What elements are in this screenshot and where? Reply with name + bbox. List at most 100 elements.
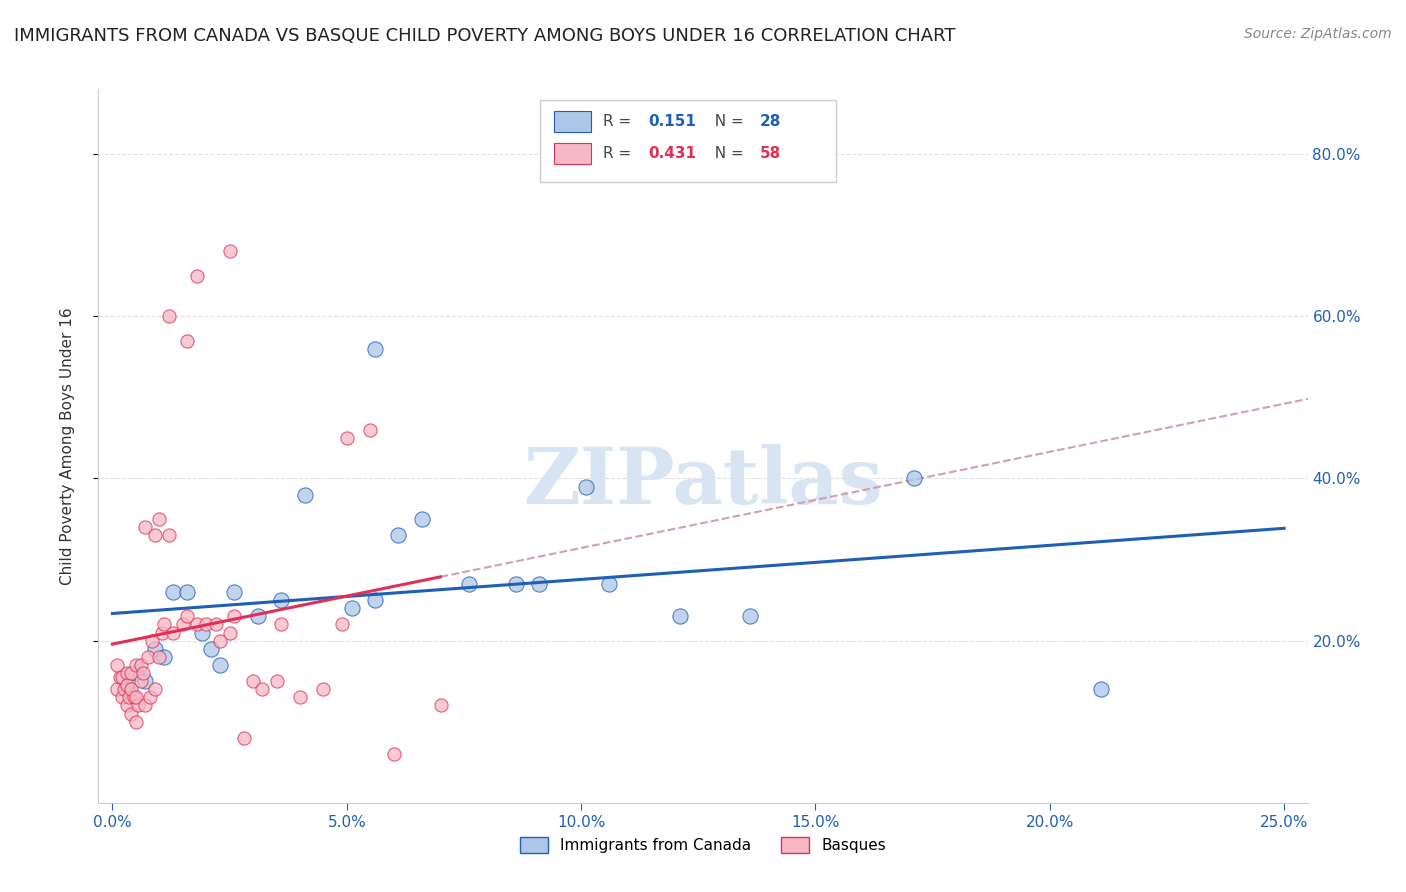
Point: [1090, 682, 1112, 697]
Point: [125, 690, 148, 705]
Point: [139, 690, 162, 705]
Point: [153, 617, 176, 632]
Point: [457, 577, 479, 591]
Point: [270, 593, 292, 607]
Point: [176, 585, 198, 599]
Point: [186, 617, 208, 632]
Point: [132, 666, 155, 681]
Point: [195, 617, 218, 632]
Point: [125, 666, 148, 681]
Point: [429, 698, 451, 713]
Point: [120, 666, 142, 681]
Point: [134, 520, 156, 534]
Point: [340, 601, 363, 615]
Point: [111, 690, 134, 705]
Point: [224, 585, 246, 599]
Point: [157, 528, 180, 542]
Legend: Immigrants from Canada, Basques: Immigrants from Canada, Basques: [515, 831, 891, 859]
Point: [120, 682, 142, 697]
Point: [312, 682, 335, 697]
Point: [218, 244, 240, 259]
Point: [118, 690, 141, 705]
Point: [204, 617, 226, 632]
Point: [575, 479, 598, 493]
Point: [270, 617, 292, 632]
FancyBboxPatch shape: [540, 100, 837, 182]
Point: [162, 585, 184, 599]
Point: [176, 609, 198, 624]
Text: 0.431: 0.431: [648, 146, 696, 161]
Point: [129, 657, 152, 672]
Point: [143, 682, 166, 697]
Point: [903, 471, 925, 485]
Point: [134, 674, 156, 689]
Y-axis label: Child Poverty Among Boys Under 16: Child Poverty Among Boys Under 16: [60, 307, 75, 585]
Point: [115, 678, 138, 692]
Point: [266, 674, 288, 689]
Point: [105, 657, 128, 672]
Point: [136, 649, 159, 664]
Point: [668, 609, 690, 624]
Text: 0.151: 0.151: [648, 114, 696, 128]
Point: [115, 682, 138, 697]
Point: [330, 617, 353, 632]
Point: [246, 609, 269, 624]
Text: 28: 28: [759, 114, 782, 128]
Point: [148, 649, 170, 664]
Point: [209, 657, 232, 672]
Point: [157, 310, 180, 324]
Point: [143, 528, 166, 542]
FancyBboxPatch shape: [554, 111, 591, 132]
Point: [336, 431, 359, 445]
Point: [288, 690, 311, 705]
Point: [111, 670, 134, 684]
Point: [115, 698, 138, 713]
Point: [125, 657, 148, 672]
Point: [364, 342, 387, 356]
Point: [359, 423, 381, 437]
Point: [125, 714, 148, 729]
Point: [252, 682, 274, 697]
Text: ZIPatlas: ZIPatlas: [523, 443, 883, 520]
Point: [153, 649, 176, 664]
Text: N =: N =: [706, 146, 749, 161]
Point: [172, 617, 194, 632]
Point: [598, 577, 620, 591]
Point: [190, 625, 212, 640]
FancyBboxPatch shape: [554, 143, 591, 164]
Point: [129, 674, 152, 689]
Point: [232, 731, 254, 745]
Point: [141, 633, 163, 648]
Point: [143, 641, 166, 656]
Point: [294, 488, 316, 502]
Point: [148, 512, 170, 526]
Point: [108, 670, 131, 684]
Text: IMMIGRANTS FROM CANADA VS BASQUE CHILD POVERTY AMONG BOYS UNDER 16 CORRELATION C: IMMIGRANTS FROM CANADA VS BASQUE CHILD P…: [14, 27, 956, 45]
Text: 58: 58: [759, 146, 782, 161]
Point: [112, 682, 135, 697]
Point: [364, 593, 387, 607]
Point: [200, 641, 222, 656]
Point: [120, 706, 142, 721]
Point: [224, 609, 246, 624]
Point: [382, 747, 405, 761]
Point: [505, 577, 527, 591]
Text: N =: N =: [706, 114, 749, 128]
Point: [105, 682, 128, 697]
Point: [115, 666, 138, 681]
Point: [411, 512, 433, 526]
Point: [186, 268, 208, 283]
Point: [134, 698, 156, 713]
Point: [242, 674, 264, 689]
Point: [387, 528, 409, 542]
Point: [209, 633, 232, 648]
Point: [127, 698, 149, 713]
Point: [150, 625, 173, 640]
Point: [162, 625, 184, 640]
Point: [218, 625, 240, 640]
Text: Source: ZipAtlas.com: Source: ZipAtlas.com: [1244, 27, 1392, 41]
Point: [527, 577, 550, 591]
Point: [176, 334, 198, 348]
Text: R =: R =: [603, 146, 636, 161]
Point: [122, 690, 145, 705]
